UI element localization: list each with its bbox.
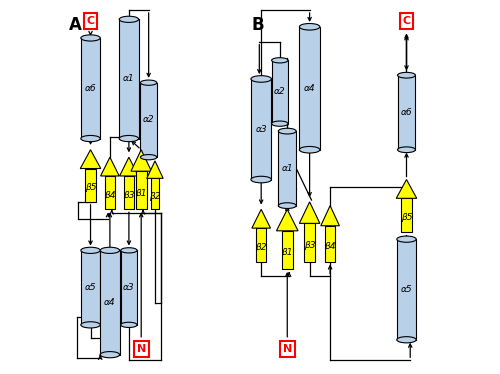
Text: β1: β1 bbox=[282, 248, 293, 257]
Text: α1: α1 bbox=[123, 74, 134, 83]
Text: β4: β4 bbox=[104, 191, 116, 200]
Polygon shape bbox=[100, 157, 119, 176]
Text: β3: β3 bbox=[304, 241, 316, 250]
Bar bbox=[124, 176, 134, 209]
Bar bbox=[119, 19, 139, 138]
Polygon shape bbox=[321, 206, 340, 226]
Ellipse shape bbox=[397, 337, 416, 343]
Ellipse shape bbox=[140, 154, 157, 160]
Polygon shape bbox=[276, 209, 298, 231]
Bar bbox=[272, 60, 288, 124]
Text: α1: α1 bbox=[282, 164, 293, 173]
Ellipse shape bbox=[251, 176, 272, 183]
Ellipse shape bbox=[120, 248, 137, 253]
Ellipse shape bbox=[398, 147, 415, 153]
Ellipse shape bbox=[140, 80, 157, 85]
Ellipse shape bbox=[278, 128, 296, 134]
Ellipse shape bbox=[81, 322, 100, 328]
Bar bbox=[398, 75, 415, 150]
Ellipse shape bbox=[100, 352, 119, 358]
Text: β2: β2 bbox=[149, 192, 160, 201]
Polygon shape bbox=[80, 150, 101, 169]
Ellipse shape bbox=[398, 72, 415, 78]
Ellipse shape bbox=[300, 24, 320, 30]
Text: β2: β2 bbox=[256, 243, 267, 252]
Bar bbox=[300, 27, 320, 150]
Text: N: N bbox=[136, 344, 146, 354]
Ellipse shape bbox=[120, 322, 137, 328]
Text: β5: β5 bbox=[400, 213, 412, 222]
Polygon shape bbox=[300, 202, 320, 223]
Ellipse shape bbox=[81, 247, 100, 254]
Bar bbox=[85, 169, 96, 202]
Ellipse shape bbox=[272, 121, 288, 126]
Bar bbox=[304, 223, 315, 261]
Polygon shape bbox=[396, 180, 416, 198]
Ellipse shape bbox=[119, 16, 139, 22]
Text: α4: α4 bbox=[104, 298, 116, 307]
Bar bbox=[282, 231, 293, 269]
Text: C: C bbox=[402, 16, 410, 26]
Bar bbox=[278, 131, 296, 206]
Bar bbox=[120, 250, 137, 325]
Ellipse shape bbox=[81, 135, 100, 142]
Ellipse shape bbox=[251, 76, 272, 82]
Bar bbox=[81, 38, 100, 138]
Bar bbox=[326, 226, 335, 261]
Bar bbox=[105, 176, 115, 209]
Text: α6: α6 bbox=[84, 84, 96, 93]
Bar bbox=[251, 79, 272, 180]
Bar bbox=[140, 83, 157, 157]
Bar bbox=[150, 178, 159, 209]
Ellipse shape bbox=[300, 147, 320, 153]
Text: β5: β5 bbox=[85, 183, 96, 192]
Text: α2: α2 bbox=[274, 88, 285, 96]
Ellipse shape bbox=[272, 58, 288, 63]
Ellipse shape bbox=[278, 203, 296, 208]
Text: C: C bbox=[86, 16, 94, 26]
Bar bbox=[397, 239, 416, 340]
Text: N: N bbox=[282, 344, 292, 354]
Bar bbox=[81, 250, 100, 325]
Text: α4: α4 bbox=[304, 84, 316, 93]
Ellipse shape bbox=[397, 236, 416, 242]
Polygon shape bbox=[147, 161, 163, 178]
Ellipse shape bbox=[81, 35, 100, 41]
Text: α3: α3 bbox=[123, 283, 134, 292]
Text: β4: β4 bbox=[324, 242, 336, 251]
Text: α3: α3 bbox=[256, 125, 267, 134]
Text: α5: α5 bbox=[400, 285, 412, 294]
Bar bbox=[100, 250, 119, 355]
Text: α2: α2 bbox=[143, 116, 154, 125]
Ellipse shape bbox=[100, 247, 119, 254]
Bar bbox=[136, 171, 146, 209]
Text: α5: α5 bbox=[84, 283, 96, 292]
Ellipse shape bbox=[119, 135, 139, 142]
Text: β3: β3 bbox=[123, 191, 134, 200]
Text: β1: β1 bbox=[136, 189, 147, 198]
Text: α6: α6 bbox=[400, 108, 412, 117]
Bar bbox=[401, 198, 412, 232]
Text: A: A bbox=[70, 16, 82, 34]
Polygon shape bbox=[252, 209, 270, 228]
Polygon shape bbox=[131, 150, 152, 171]
Polygon shape bbox=[120, 157, 138, 176]
Bar bbox=[256, 228, 266, 261]
Text: B: B bbox=[252, 16, 264, 34]
